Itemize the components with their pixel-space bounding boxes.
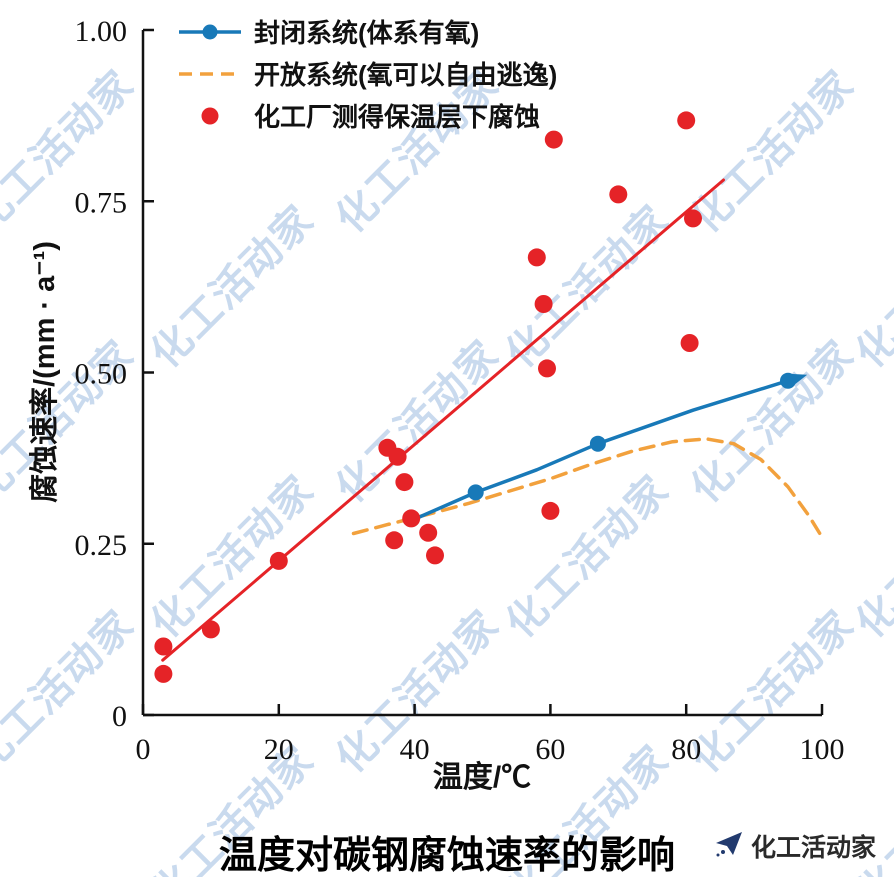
corrosion-rate-chart: 0 20 40 60 80 100 0 0.25 0.50 0.75 1.00 封闭系统(体系有氧) — [29, 12, 845, 794]
y-tick-label: 0.75 — [75, 186, 128, 219]
data-point-measured-points — [426, 546, 444, 565]
legend-label-closed-system: 封闭系统(体系有氧) — [254, 18, 480, 48]
legend-item-closed-system: 封闭系统(体系有氧) — [178, 12, 557, 51]
y-tick-label: 1.00 — [75, 15, 128, 48]
series-closed-system — [412, 378, 790, 521]
data-point-measured-points — [538, 359, 556, 378]
data-point-measured-points — [680, 334, 699, 352]
chart-title: 温度对碳钢腐蚀速率的影响 — [218, 835, 676, 877]
brand-logo-icon — [714, 830, 744, 863]
red-dot-icon — [178, 106, 242, 126]
legend-item-measured-points: 化工厂测得保温层下腐蚀 — [178, 96, 557, 135]
data-point-measured-points — [684, 209, 702, 228]
legend-item-open-system: 开放系统(氧可以自由逃逸) — [178, 54, 557, 93]
x-tick-label: 40 — [400, 733, 430, 766]
y-tick-label: 0.50 — [75, 358, 128, 391]
data-point-measured-points — [395, 473, 414, 492]
arrowhead-closed-system — [785, 373, 808, 388]
data-point-measured-points — [402, 509, 421, 528]
x-tick-label: 0 — [136, 733, 151, 766]
data-point-measured-points — [609, 185, 628, 204]
data-point-measured-points — [419, 523, 438, 542]
data-point-measured-points — [388, 447, 407, 466]
brand-logo: 化工活动家 — [714, 828, 876, 864]
x-tick-label: 100 — [800, 733, 845, 766]
data-point-measured-points — [154, 637, 173, 656]
y-tick-label: 0 — [112, 700, 127, 733]
dashed-line-icon — [178, 64, 242, 84]
y-tick-label: 0.25 — [75, 529, 128, 562]
line-with-dot-icon — [178, 22, 242, 42]
x-axis-title: 温度/℃ — [432, 761, 532, 794]
x-tick-label: 80 — [671, 733, 701, 766]
chart-svg: 0 20 40 60 80 100 0 0.25 0.50 0.75 1.00 — [75, 15, 845, 766]
data-point-measured-points — [385, 531, 404, 550]
chart-legend: 封闭系统(体系有氧) 开放系统(氧可以自由逃逸) 化工厂测得保温层下腐蚀 — [178, 12, 557, 135]
data-point-measured-points — [269, 551, 288, 570]
data-point-measured-points — [544, 130, 563, 149]
data-point-measured-points — [677, 111, 696, 130]
x-tick-label: 60 — [535, 733, 565, 766]
marker-closed-system — [589, 435, 606, 452]
data-point-measured-points — [201, 620, 220, 639]
y-axis-title: 腐蚀速率/(mm · a⁻¹) — [29, 241, 61, 503]
x-tick-label: 20 — [264, 733, 294, 766]
legend-label-measured-points: 化工厂测得保温层下腐蚀 — [254, 102, 541, 132]
data-point-measured-points — [541, 501, 560, 520]
data-point-measured-points — [534, 295, 553, 313]
legend-label-open-system: 开放系统(氧可以自由逃逸) — [254, 60, 558, 90]
data-point-measured-points — [154, 664, 173, 683]
data-point-measured-points — [527, 248, 546, 267]
series-measured-trend-line — [161, 178, 725, 662]
series-open-system — [351, 437, 823, 537]
marker-closed-system — [467, 484, 484, 501]
brand-logo-text: 化工活动家 — [750, 834, 876, 862]
